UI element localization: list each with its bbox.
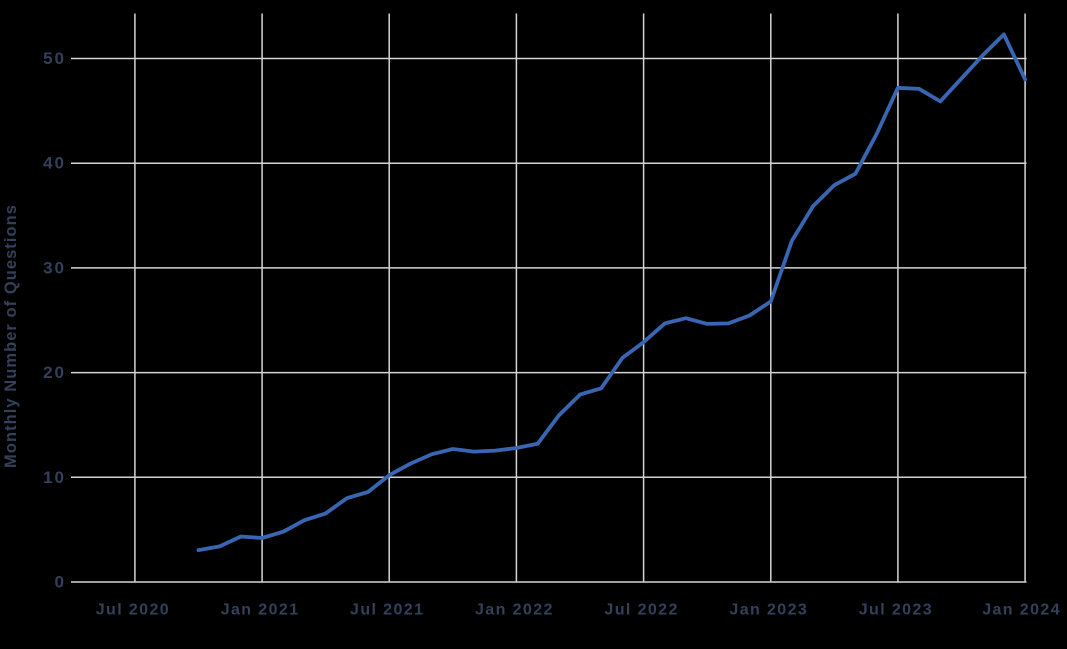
svg-text:20: 20 xyxy=(43,363,66,382)
svg-text:Jan 2024: Jan 2024 xyxy=(982,602,1061,619)
svg-text:10: 10 xyxy=(43,468,66,487)
svg-text:50: 50 xyxy=(43,49,66,68)
svg-text:Jul 2022: Jul 2022 xyxy=(604,602,678,619)
svg-text:30: 30 xyxy=(43,258,66,277)
svg-text:Jan 2022: Jan 2022 xyxy=(475,602,554,619)
svg-text:Jan 2023: Jan 2023 xyxy=(729,602,808,619)
svg-text:Jul 2020: Jul 2020 xyxy=(96,602,170,619)
svg-text:Jul 2021: Jul 2021 xyxy=(350,602,424,619)
svg-text:Jan 2021: Jan 2021 xyxy=(221,602,300,619)
svg-text:40: 40 xyxy=(43,154,66,173)
svg-text:0: 0 xyxy=(55,573,66,592)
svg-text:Monthly Number of Questions: Monthly Number of Questions xyxy=(2,204,20,468)
svg-text:Jul 2023: Jul 2023 xyxy=(859,602,933,619)
